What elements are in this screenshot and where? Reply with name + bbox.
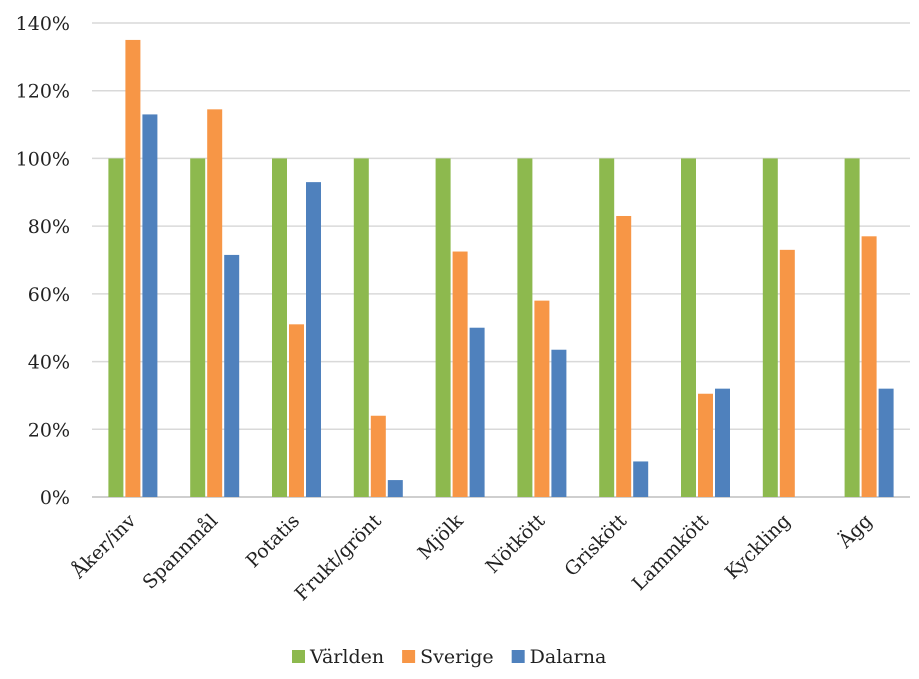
bar-dalarna-0 [142, 114, 158, 498]
y-axis: 0% 20% 40% 60% 80% 100% 120% 140% [16, 13, 70, 509]
bar-världen-6 [599, 158, 615, 497]
bar-dalarna-1 [224, 254, 240, 497]
y-tick-label: 40% [28, 352, 70, 374]
bar-sverige-5 [534, 300, 550, 497]
bar-världen-1 [190, 158, 206, 497]
bar-dalarna-7 [715, 388, 730, 497]
bar-världen-4 [435, 158, 451, 497]
legend-label: Världen [309, 646, 384, 668]
bars [108, 39, 894, 498]
bar-dalarna-2 [306, 182, 321, 497]
bar-sverige-3 [370, 415, 386, 497]
x-tick-label: Lammkött [628, 510, 713, 595]
bar-sverige-9 [861, 236, 877, 498]
x-tick-label: Potatis [242, 510, 304, 572]
bar-världen-2 [272, 158, 287, 497]
legend-swatch [292, 650, 305, 663]
x-tick-label: Nötkött [482, 510, 550, 578]
bar-dalarna-4 [469, 327, 485, 497]
bar-sverige-6 [616, 215, 632, 497]
legend-label: Sverige [420, 646, 494, 668]
bar-världen-3 [353, 158, 369, 497]
bar-dalarna-3 [387, 480, 403, 497]
legend-label: Dalarna [530, 646, 607, 668]
x-tick-label: Mjölk [414, 510, 468, 564]
bar-dalarna-5 [551, 349, 567, 497]
legend-item: Världen [292, 646, 384, 668]
y-tick-label: 140% [16, 13, 70, 35]
bar-världen-0 [108, 158, 124, 497]
bar-världen-8 [762, 158, 778, 497]
legend-swatch [402, 650, 416, 663]
bar-dalarna-9 [878, 388, 894, 497]
x-tick-label: Frukt/grönt [291, 510, 386, 605]
bar-sverige-2 [289, 324, 304, 497]
legend: Världen Sverige Dalarna [292, 646, 606, 668]
x-tick-label: Griskött [560, 510, 631, 581]
x-tick-label: Spannmål [139, 510, 223, 594]
x-tick-label: Åker/inv [67, 510, 141, 584]
bar-världen-7 [681, 158, 696, 497]
y-tick-label: 80% [28, 216, 70, 238]
y-tick-label: 60% [28, 284, 70, 306]
legend-item: Sverige [402, 646, 494, 668]
bar-sverige-0 [125, 39, 141, 498]
bar-världen-9 [844, 158, 860, 497]
x-tick-label: Kyckling [721, 510, 795, 584]
x-tick-label: Ägg [833, 509, 877, 553]
bar-sverige-1 [207, 109, 223, 497]
bar-sverige-4 [452, 251, 468, 497]
bar-dalarna-6 [633, 461, 649, 497]
legend-item: Dalarna [511, 646, 607, 668]
bar-världen-5 [517, 158, 533, 497]
y-tick-label: 0% [40, 487, 70, 509]
legend-swatch [511, 650, 525, 663]
y-tick-label: 20% [28, 419, 70, 441]
bar-sverige-8 [779, 249, 795, 497]
bar-sverige-7 [698, 393, 713, 497]
y-tick-label: 100% [16, 148, 70, 170]
y-tick-label: 120% [16, 81, 70, 103]
